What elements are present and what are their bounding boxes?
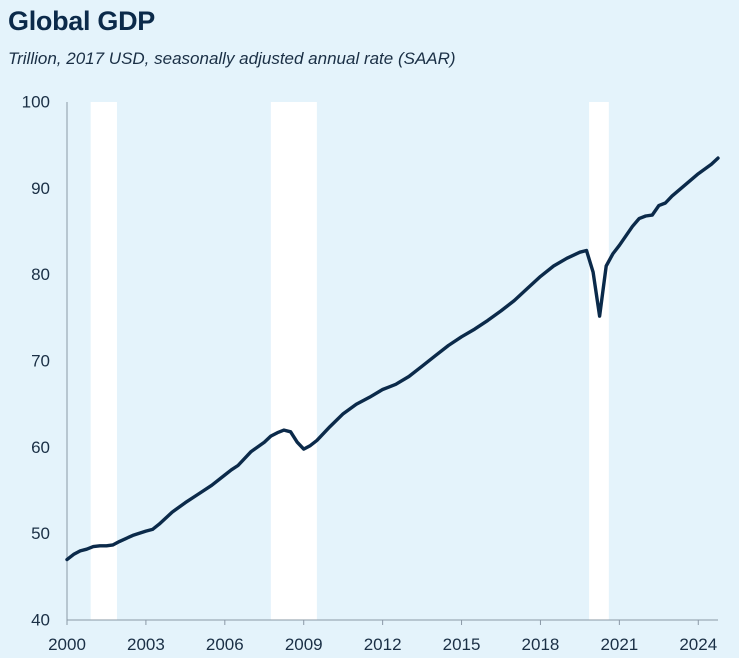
- x-tick-label-2009: 2009: [285, 635, 323, 654]
- y-axis-ticks: 40 50 60 70 80 90 100: [22, 93, 50, 630]
- x-tick-label-2024: 2024: [679, 635, 717, 654]
- chart-axes: [66, 102, 718, 621]
- x-tick-label-2018: 2018: [522, 635, 560, 654]
- series-line-global-gdp: [65, 156, 720, 562]
- x-tick-label-2006: 2006: [206, 635, 244, 654]
- x-axis-ticks: 2000 2003 2006 2009 2012 2015 2018 2021 2024: [48, 620, 717, 654]
- y-tick-label-50: 50: [31, 524, 50, 543]
- y-tick-label-70: 70: [31, 352, 50, 371]
- recession-band-3: [589, 102, 609, 620]
- x-tick-label-2000: 2000: [48, 635, 86, 654]
- series-lines: [65, 156, 720, 562]
- chart-title: Global GDP: [8, 6, 156, 36]
- recession-bands: [90, 102, 609, 620]
- recession-band-2: [270, 102, 317, 620]
- y-tick-label-80: 80: [31, 265, 50, 284]
- y-tick-label-90: 90: [31, 179, 50, 198]
- chart-subtitle: Trillion, 2017 USD, seasonally adjusted …: [8, 49, 456, 68]
- x-tick-label-2021: 2021: [600, 635, 638, 654]
- recession-band-1: [90, 102, 117, 620]
- x-tick-label-2003: 2003: [127, 635, 165, 654]
- y-tick-label-60: 60: [31, 438, 50, 457]
- y-tick-label-100: 100: [22, 93, 50, 112]
- x-tick-label-2015: 2015: [443, 635, 481, 654]
- y-tick-label-40: 40: [31, 611, 50, 630]
- x-tick-label-2012: 2012: [364, 635, 402, 654]
